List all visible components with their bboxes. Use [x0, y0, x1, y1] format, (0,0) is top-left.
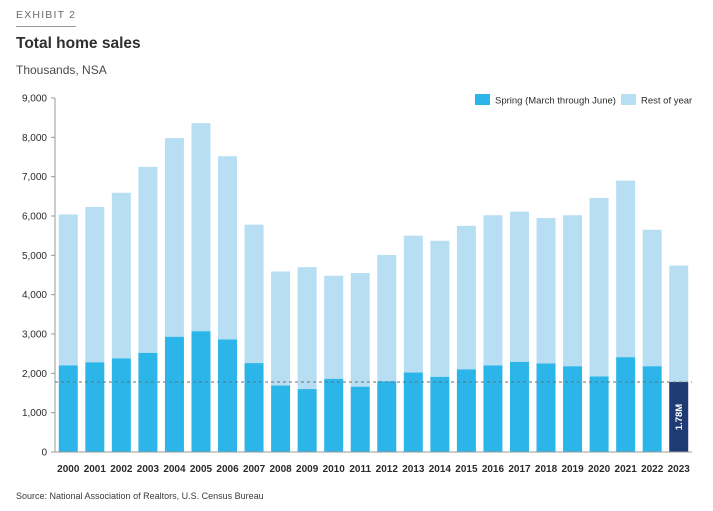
- y-tick-label: 1,000: [22, 408, 47, 419]
- bar-spring: [377, 381, 397, 452]
- bar-rest-of-year: [509, 211, 529, 362]
- bar-rest-of-year: [191, 123, 211, 332]
- bar-rest-of-year: [536, 217, 556, 364]
- y-tick-label: 5,000: [22, 251, 47, 262]
- y-tick-label: 9,000: [22, 94, 47, 105]
- bar-spring: [164, 336, 184, 452]
- x-tick-label: 2014: [429, 464, 452, 475]
- bar-rest-of-year: [563, 215, 583, 367]
- bar-spring: [430, 376, 450, 452]
- x-tick-label: 2018: [535, 464, 558, 475]
- y-axis: 0 1,000 2,000 3,000 4,000 5,000 6,000 7,000 8,00…: [22, 94, 56, 459]
- y-tick-label: 2,000: [22, 369, 47, 380]
- x-tick-label: 2020: [588, 464, 611, 475]
- bar-spring: [509, 361, 529, 452]
- bar-spring: [350, 386, 370, 452]
- x-tick-label: 2007: [243, 464, 266, 475]
- chart-subtitle: Thousands, NSA: [16, 63, 107, 77]
- bar-rest-of-year: [271, 271, 291, 386]
- y-tick-label: 8,000: [22, 133, 47, 144]
- exhibit-label: EXHIBIT 2: [16, 9, 77, 21]
- x-tick-label: 2019: [561, 464, 584, 475]
- legend-label-rest: Rest of year: [641, 96, 692, 107]
- bar-rest-of-year: [589, 197, 609, 377]
- legend-swatch-spring: [475, 94, 490, 105]
- x-tick-label: 2017: [508, 464, 531, 475]
- x-tick-label: 2003: [137, 464, 160, 475]
- bar-rest-of-year: [58, 214, 78, 366]
- bar-spring: [456, 369, 476, 452]
- x-tick-label: 2021: [615, 464, 638, 475]
- x-tick-label: 2012: [376, 464, 399, 475]
- x-tick-label: 2004: [163, 464, 186, 475]
- x-tick-label: 2005: [190, 464, 213, 475]
- bar-rest-of-year: [483, 215, 503, 366]
- bar-rest-of-year: [669, 265, 689, 382]
- bar-rest-of-year: [85, 206, 105, 363]
- bar-rest-of-year: [377, 254, 397, 382]
- bar-spring: [669, 381, 689, 452]
- x-tick-label: 2011: [349, 464, 371, 475]
- legend-swatch-rest: [621, 94, 636, 105]
- bar-annotation: 1.78M: [674, 404, 685, 430]
- bar-rest-of-year: [456, 225, 476, 370]
- bar-rest-of-year: [324, 275, 344, 379]
- bar-spring: [589, 376, 609, 452]
- legend-label-spring: Spring (March through June): [495, 96, 616, 107]
- bar-spring: [616, 357, 636, 452]
- bar-spring: [563, 366, 583, 452]
- bar-rest-of-year: [430, 240, 450, 377]
- source-note: Source: National Association of Realtors…: [16, 491, 264, 501]
- x-tick-label: 2009: [296, 464, 319, 475]
- bar-rest-of-year: [297, 267, 317, 390]
- y-tick-label: 3,000: [22, 330, 47, 341]
- bar-rest-of-year: [403, 235, 423, 373]
- bar-spring: [244, 363, 264, 452]
- bar-spring: [191, 331, 211, 452]
- bar-spring: [403, 372, 423, 452]
- bar-spring: [85, 362, 105, 452]
- bar-spring: [483, 365, 503, 452]
- y-tick-label: 7,000: [22, 172, 47, 183]
- x-tick-label: 2016: [482, 464, 505, 475]
- y-tick-label: 4,000: [22, 290, 47, 301]
- bar-rest-of-year: [616, 180, 636, 358]
- x-tick-label: 2015: [455, 464, 478, 475]
- bar-rest-of-year: [138, 166, 158, 353]
- exhibit-divider: [16, 26, 76, 27]
- x-axis: 2000 2001 2002 2003 2004 2005 2006 2007 2008 2009…: [55, 451, 692, 475]
- y-tick-label: 0: [41, 448, 47, 459]
- bar-rest-of-year: [244, 224, 264, 364]
- bar-rest-of-year: [164, 138, 184, 337]
- x-tick-label: 2023: [668, 464, 691, 475]
- bars: 1.78M: [55, 123, 692, 452]
- x-tick-label: 2010: [323, 464, 346, 475]
- x-tick-label: 2006: [216, 464, 239, 475]
- x-tick-label: 2000: [57, 464, 80, 475]
- bar-spring: [536, 363, 556, 452]
- bar-spring: [111, 358, 131, 452]
- bar-spring: [271, 385, 291, 452]
- bar-spring: [642, 366, 662, 452]
- x-tick-label: 2022: [641, 464, 664, 475]
- y-tick-label: 6,000: [22, 212, 47, 223]
- bar-spring: [324, 378, 344, 452]
- x-tick-label: 2008: [269, 464, 292, 475]
- x-tick-label: 2013: [402, 464, 425, 475]
- chart-title: Total home sales: [16, 35, 141, 52]
- bar-rest-of-year: [111, 192, 131, 359]
- bar-spring: [297, 389, 317, 452]
- legend: Spring (March through June) Rest of year: [475, 94, 692, 107]
- bar-spring: [218, 339, 238, 452]
- bar-spring: [138, 352, 158, 452]
- x-tick-label: 2002: [110, 464, 133, 475]
- bar-spring: [58, 365, 78, 452]
- bar-rest-of-year: [218, 156, 238, 340]
- x-tick-label: 2001: [84, 464, 107, 475]
- bar-rest-of-year: [350, 273, 370, 387]
- bar-rest-of-year: [642, 229, 662, 367]
